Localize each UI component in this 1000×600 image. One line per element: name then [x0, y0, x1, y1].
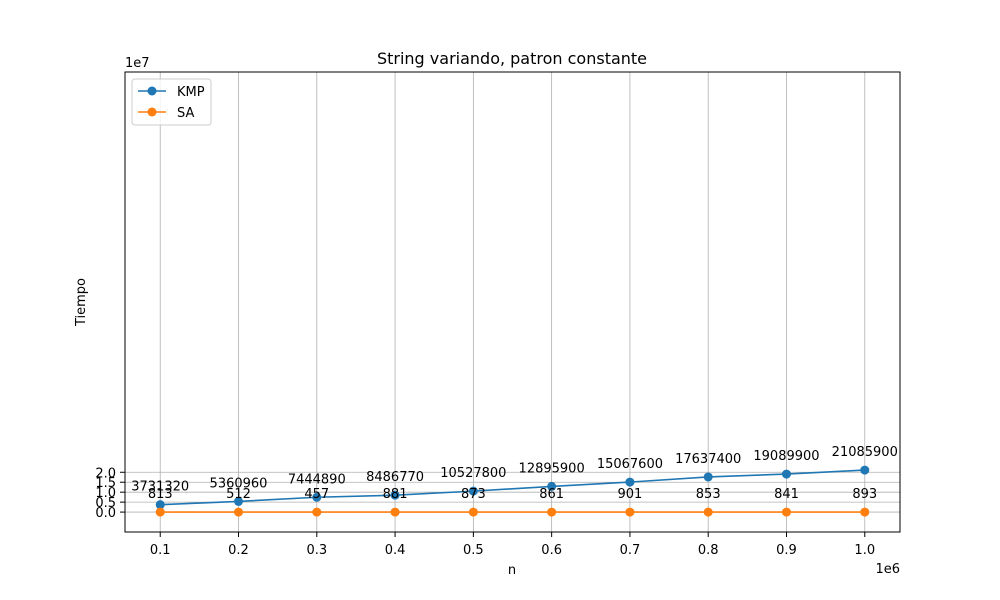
- data-label-sa: 893: [852, 487, 877, 502]
- point-kmp: [860, 465, 870, 475]
- point-sa: [155, 507, 165, 517]
- data-label-kmp: 15067600: [597, 457, 663, 472]
- x-axis-label: n: [508, 563, 516, 578]
- x-tick-label: 0.7: [620, 543, 641, 558]
- point-sa: [390, 507, 400, 517]
- point-sa: [234, 507, 244, 517]
- point-sa: [547, 507, 557, 517]
- data-labels: 3731320 5360960 7444890 8486770 10527800 1289…: [131, 445, 898, 502]
- data-label-kmp: 7444890: [288, 472, 346, 487]
- point-kmp: [234, 496, 244, 506]
- x-tick-label: 0.4: [385, 543, 406, 558]
- legend-kmp-label: KMP: [177, 85, 205, 100]
- data-label-sa: 901: [618, 487, 643, 502]
- x-tick-label: 0.5: [463, 543, 484, 558]
- y-tick-label: 0.0: [95, 506, 116, 521]
- point-sa: [781, 507, 791, 517]
- point-kmp: [703, 472, 713, 482]
- point-kmp: [390, 490, 400, 500]
- x-tick-label: 0.2: [228, 543, 249, 558]
- data-label-kmp: 21085900: [832, 445, 898, 460]
- series-layer: [155, 465, 870, 517]
- data-label-sa: 881: [383, 487, 408, 502]
- y-offset-text: 1e7: [125, 56, 150, 71]
- point-kmp: [155, 500, 165, 510]
- point-kmp: [625, 477, 635, 487]
- point-sa: [860, 507, 870, 517]
- y-tick-label: 1.0: [95, 486, 116, 501]
- data-label-kmp: 5360960: [210, 476, 268, 491]
- data-label-kmp: 10527800: [440, 466, 506, 481]
- y-axis-label: Tiempo: [74, 278, 89, 327]
- data-label-kmp: 17637400: [675, 452, 741, 467]
- y-tick-label: 2.0: [95, 466, 116, 481]
- chart-title: String variando, patron constante: [377, 49, 647, 68]
- data-label-sa: 457: [304, 487, 329, 502]
- x-tick-label: 0.3: [306, 543, 327, 558]
- data-label-kmp: 12895900: [519, 461, 585, 476]
- legend-kmp-marker: [147, 86, 157, 96]
- point-sa: [312, 507, 322, 517]
- data-label-sa: 512: [226, 487, 251, 502]
- x-offset-text: 1e6: [875, 562, 900, 577]
- data-label-sa: 853: [696, 487, 721, 502]
- x-tick-label: 0.8: [698, 543, 719, 558]
- legend-sa-marker: [147, 107, 157, 117]
- plot-frame: [124, 71, 901, 533]
- x-axis: 0.1 0.2 0.3 0.4 0.5 0.6 0.7 0.8 0.9 1.0: [150, 532, 875, 558]
- series-line-kmp: [160, 469, 865, 506]
- point-sa: [703, 507, 713, 517]
- point-sa: [625, 507, 635, 517]
- data-label-sa: 873: [461, 487, 486, 502]
- x-tick-label: 0.1: [150, 543, 171, 558]
- legend: KMP SA: [131, 78, 212, 126]
- data-label-sa: 813: [148, 487, 173, 502]
- data-label-sa: 841: [774, 487, 799, 502]
- y-axis: 0.00.51.01.52.0: [95, 466, 125, 521]
- point-kmp: [468, 486, 478, 496]
- point-kmp: [547, 481, 557, 491]
- x-tick-label: 0.9: [776, 543, 797, 558]
- y-tick-label: 1.5: [95, 476, 116, 491]
- x-tick-label: 0.6: [541, 543, 562, 558]
- point-kmp: [781, 469, 791, 479]
- legend-sa-label: SA: [177, 106, 194, 121]
- data-label-sa: 861: [539, 487, 564, 502]
- data-label-kmp: 19089900: [753, 449, 819, 464]
- data-label-kmp: 8486770: [366, 470, 424, 485]
- x-tick-label: 1.0: [854, 543, 875, 558]
- point-kmp: [312, 492, 322, 502]
- y-tick-label: 0.5: [95, 496, 116, 511]
- data-label-kmp: 3731320: [131, 480, 189, 495]
- point-sa: [468, 507, 478, 517]
